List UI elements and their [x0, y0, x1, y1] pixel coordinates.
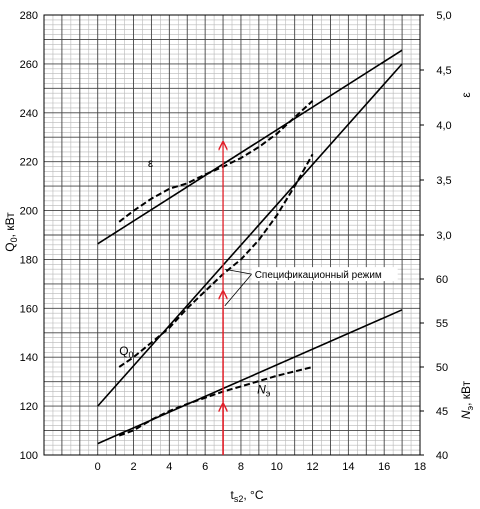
annotation-layer: Спецификационный режим [223, 142, 398, 455]
y-right-n-tick-label: 60 [436, 274, 448, 286]
x-tick-label: 6 [202, 461, 208, 473]
annotation-leader-line [224, 268, 252, 275]
annotation-label: Спецификационный режим [255, 269, 382, 281]
y-left-tick-label: 120 [20, 401, 38, 413]
series-left-solid-line [97, 63, 403, 407]
x-tick-label: 14 [342, 461, 354, 473]
series-label: ε [148, 156, 154, 170]
series-label-text: Q [119, 344, 128, 358]
y-left-tick-label: 160 [20, 303, 38, 315]
x-tick-label: 8 [238, 461, 244, 473]
y-right-n-tick-label: 40 [436, 450, 448, 462]
y-axis-right-eps-title: ε [459, 92, 473, 98]
y-right-eps-tick-label: 3,5 [436, 175, 451, 187]
x-tick-label: 4 [166, 461, 172, 473]
y-left-tick-label: 100 [20, 450, 38, 462]
x-tick-label: 18 [414, 461, 426, 473]
series-label-subscript: э [266, 388, 271, 398]
y-right-eps-tick-label: 3,0 [436, 230, 451, 242]
x-tick-label: 16 [378, 461, 390, 473]
y-right-eps-tick-label: 5,0 [436, 10, 451, 22]
y-right-n-tick-label: 50 [436, 362, 448, 374]
series-labels: ε Q0 Nэ [119, 156, 271, 399]
x-axis-title: ts2, °C [231, 488, 264, 504]
right-axis-n-ticks: 40 45 50 55 60 [420, 274, 448, 462]
series-label-subscript: 0 [129, 350, 134, 360]
series-label: Nэ [257, 382, 271, 398]
left-axis-ticks: 100 120 140 160 180 200 220 240 260 280 [20, 10, 38, 462]
series-eps-dashed-line [118, 100, 314, 223]
series-n-dashed-line [118, 366, 313, 437]
y-right-eps-tick-label: 4,0 [436, 120, 451, 132]
y-left-tick-label: 220 [20, 157, 38, 169]
y-left-tick-label: 280 [20, 10, 38, 22]
series-layer [97, 49, 403, 445]
annotation-label-background [251, 267, 398, 282]
y-left-tick-label: 240 [20, 108, 38, 120]
x-tick-label: 0 [95, 461, 101, 473]
y-right-n-tick-label: 55 [436, 318, 448, 330]
y-left-tick-label: 140 [20, 352, 38, 364]
y-left-tick-label: 180 [20, 254, 38, 266]
x-tick-label: 10 [271, 461, 283, 473]
x-tick-label: 12 [306, 461, 318, 473]
y-axis-left-title: Q0, кВт [3, 212, 19, 252]
series-label: Q0 [119, 344, 133, 360]
y-right-n-tick-label: 45 [436, 406, 448, 418]
x-tick-label: 2 [130, 461, 136, 473]
x-axis-ticks: 0 2 4 6 8 10 12 14 16 18 [95, 461, 426, 473]
annotation-leader-line [224, 273, 253, 307]
series-label-text: N [257, 382, 266, 396]
series-label-text: ε [148, 156, 154, 170]
right-axis-eps-ticks: 3,0 3,5 4,0 4,5 5,0 [420, 10, 452, 242]
series-eps-solid-line [97, 49, 403, 245]
y-left-tick-label: 260 [20, 59, 38, 71]
y-left-tick-label: 200 [20, 206, 38, 218]
series-left-dashed-line [118, 153, 314, 368]
y-right-eps-tick-label: 4,5 [436, 65, 451, 77]
y-axis-right-n-title: Nэ, кВт [459, 380, 475, 419]
